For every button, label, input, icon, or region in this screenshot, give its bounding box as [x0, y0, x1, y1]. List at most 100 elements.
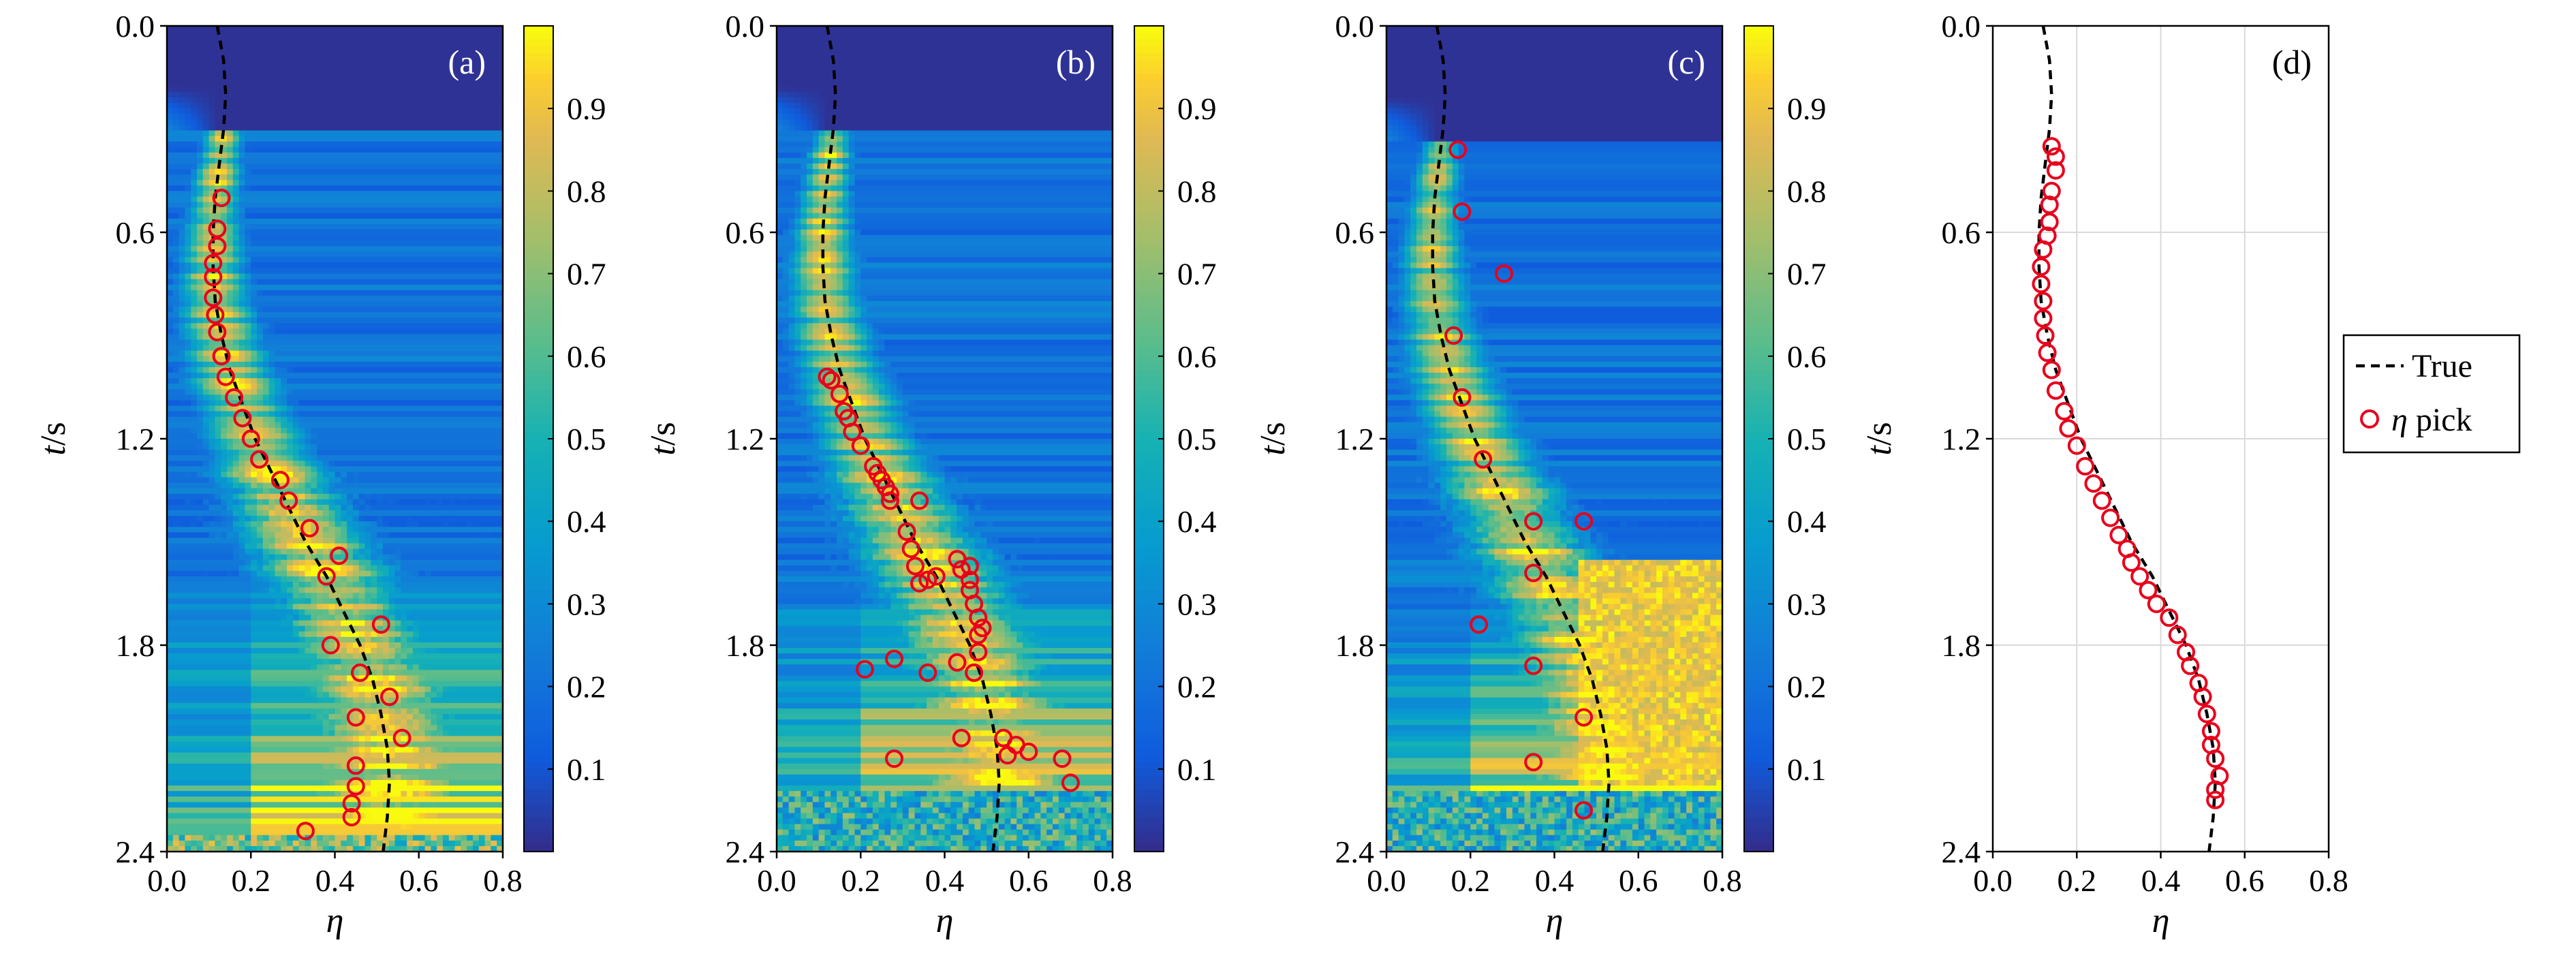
heatmap-cell	[424, 681, 503, 687]
heatmap-cell	[388, 719, 396, 726]
heatmap-cell	[341, 516, 347, 522]
heatmap-cell	[377, 653, 384, 659]
heatmap-cell	[860, 615, 897, 621]
colorbar-segment	[524, 803, 553, 811]
heatmap-cell	[824, 301, 831, 307]
heatmap-cell	[364, 565, 371, 572]
heatmap-cell	[275, 593, 281, 599]
heatmap-cell	[920, 576, 927, 582]
heatmap-cell	[208, 389, 216, 395]
heatmap-cell	[867, 450, 873, 456]
heatmap-cell	[801, 284, 807, 291]
heatmap-cell	[251, 301, 258, 307]
heatmap-cell	[818, 389, 826, 395]
heatmap-cell	[251, 384, 258, 390]
heatmap-cell	[167, 538, 228, 544]
heatmap-cell	[454, 840, 461, 847]
heatmap-cell	[932, 653, 940, 659]
heatmap-cell	[801, 499, 807, 506]
heatmap-cell	[860, 499, 867, 506]
heatmap-cell	[179, 521, 186, 527]
heatmap-cell	[412, 741, 503, 748]
heatmap-cell	[867, 461, 873, 467]
heatmap-cell	[394, 702, 401, 709]
heatmap-cell	[1017, 670, 1023, 677]
heatmap-cell	[287, 840, 294, 847]
heatmap-cell	[824, 482, 831, 489]
heatmap-cell	[968, 532, 976, 539]
heatmap-cell	[245, 257, 251, 264]
heatmap-cell	[281, 521, 288, 527]
heatmap-cell	[818, 384, 826, 390]
heatmap-cell	[860, 400, 867, 407]
heatmap-cell	[890, 466, 897, 473]
heatmap-cell	[262, 422, 270, 429]
heatmap-cell	[902, 582, 910, 588]
heatmap-cell	[908, 504, 916, 511]
heatmap-cell	[1052, 653, 1113, 659]
heatmap-cell	[401, 774, 407, 781]
heatmap-cell	[794, 356, 801, 362]
heatmap-cell	[831, 317, 837, 324]
heatmap-cell	[812, 141, 820, 148]
heatmap-cell	[202, 196, 210, 203]
heatmap-cell	[287, 493, 294, 500]
heatmap-cell	[382, 725, 390, 731]
heatmap-cell	[884, 576, 891, 582]
heatmap-cell	[191, 169, 198, 175]
heatmap-cell	[407, 774, 414, 781]
heatmap-cell	[831, 185, 837, 191]
heatmap-cell	[317, 620, 324, 627]
heatmap-cell	[358, 774, 366, 781]
heatmap-cell	[878, 394, 886, 401]
heatmap-cell	[412, 653, 503, 659]
heatmap-cell	[251, 565, 258, 572]
heatmap-cell	[777, 191, 796, 198]
heatmap-cell	[257, 307, 264, 313]
heatmap-cell	[962, 648, 969, 654]
heatmap-cell	[824, 213, 831, 219]
heatmap-cell	[167, 664, 251, 670]
heatmap-cell	[352, 648, 360, 654]
heatmap-cell	[454, 747, 503, 753]
heatmap-cell	[878, 527, 886, 533]
heatmap-cell	[818, 361, 826, 368]
heatmap-cell	[801, 262, 807, 269]
heatmap-cell	[1010, 625, 1017, 632]
heatmap-cell	[818, 246, 826, 252]
heatmap-cell	[388, 620, 396, 627]
heatmap-cell	[257, 532, 264, 539]
heatmap-cell	[311, 845, 317, 852]
heatmap-cell	[335, 631, 341, 638]
heatmap-cell	[777, 648, 861, 654]
heatmap-cell	[927, 548, 933, 555]
heatmap-cell	[812, 235, 820, 241]
heatmap-cell	[317, 636, 324, 643]
heatmap-cell	[401, 554, 503, 561]
heatmap-cell	[867, 405, 873, 412]
heatmap-cell	[1010, 681, 1017, 687]
heatmap-cell	[908, 620, 916, 627]
heatmap-cell	[322, 510, 330, 516]
heatmap-cell	[167, 422, 198, 429]
heatmap-cell	[962, 538, 969, 544]
colorbar-segment	[524, 46, 553, 54]
heatmap-cell	[824, 504, 831, 511]
heatmap-cell	[328, 840, 336, 847]
heatmap-cell	[848, 482, 856, 489]
heatmap-cell	[305, 521, 311, 527]
heatmap-cell	[328, 504, 336, 511]
heatmap-cell	[232, 273, 240, 280]
heatmap-cell	[167, 229, 180, 236]
heatmap-cell	[292, 543, 300, 550]
heatmap-cell	[347, 582, 354, 588]
heatmap-cell	[394, 609, 407, 616]
heatmap-cell	[908, 587, 916, 593]
heatmap-cell	[328, 648, 336, 654]
heatmap-cell	[944, 466, 951, 473]
heatmap-cell	[202, 845, 210, 852]
heatmap-cell	[950, 532, 957, 539]
heatmap-cell	[1004, 670, 1011, 677]
heatmap-cell	[938, 604, 946, 610]
heatmap-cell	[807, 202, 813, 208]
